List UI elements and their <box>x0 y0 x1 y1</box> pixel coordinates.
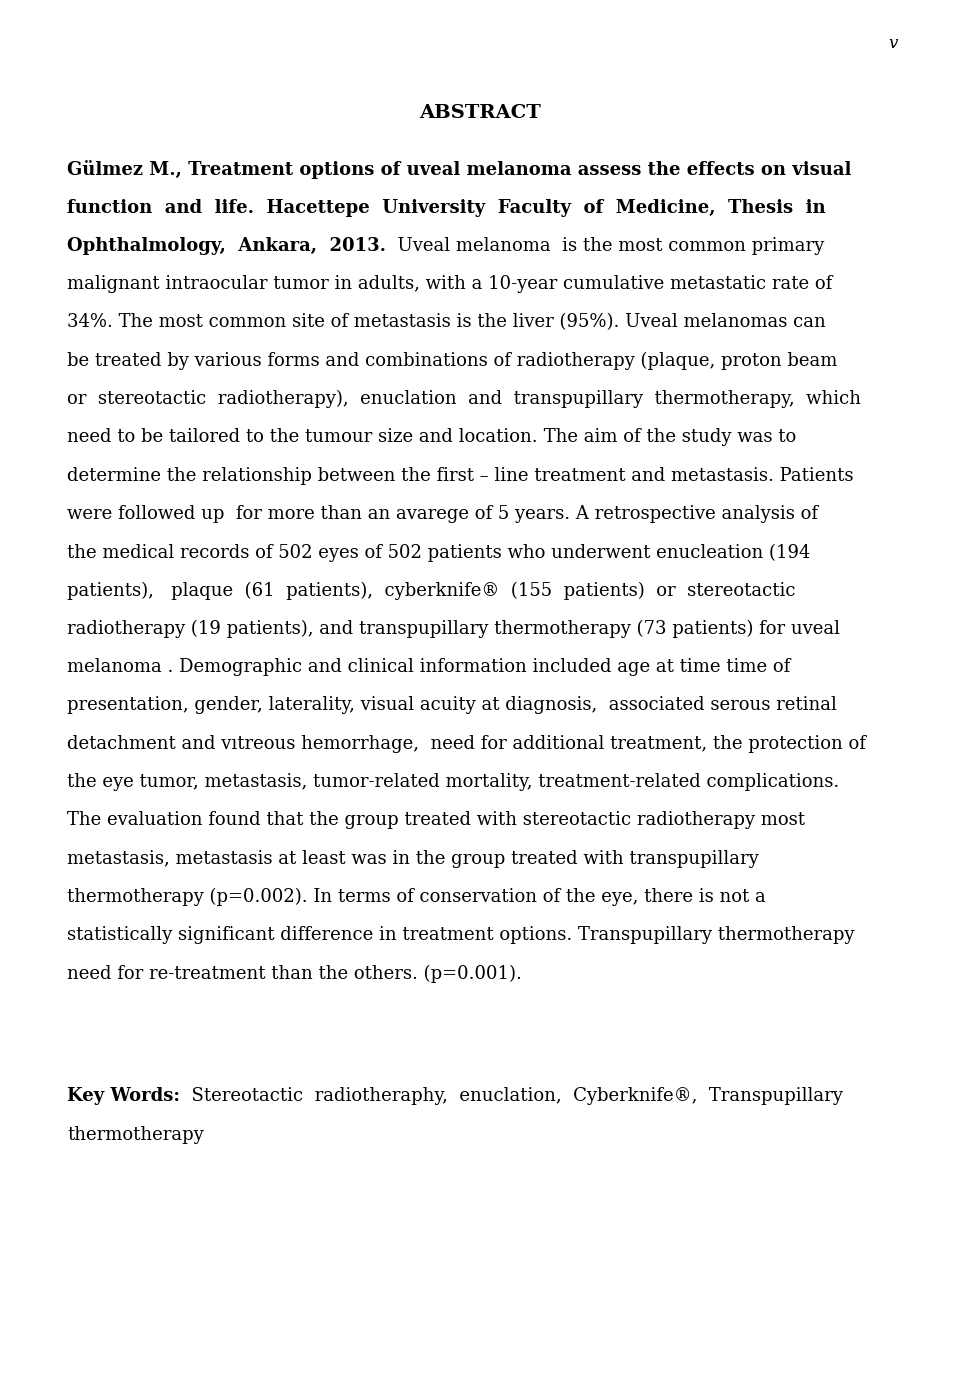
Text: statistically significant difference in treatment options. Transpupillary thermo: statistically significant difference in … <box>67 926 854 944</box>
Text: or  stereotactic  radiotherapy),  enuclation  and  transpupillary  thermotherapy: or stereotactic radiotherapy), enuclatio… <box>67 390 861 408</box>
Text: be treated by various forms and combinations of radiotherapy (plaque, proton bea: be treated by various forms and combinat… <box>67 351 837 371</box>
Text: 34%. The most common site of metastasis is the liver (95%). Uveal melanomas can: 34%. The most common site of metastasis … <box>67 313 826 332</box>
Text: radiotherapy (19 patients), and transpupillary thermotherapy (73 patients) for u: radiotherapy (19 patients), and transpup… <box>67 620 840 638</box>
Text: Gülmez M., Treatment options of uveal melanoma assess the effects on visual: Gülmez M., Treatment options of uveal me… <box>67 160 852 180</box>
Text: need to be tailored to the tumour size and location.: need to be tailored to the tumour size a… <box>67 429 538 446</box>
Text: The evaluation found that the group treated with stereotactic radiotherapy most: The evaluation found that the group trea… <box>67 811 805 829</box>
Text: patients),   plaque  (61  patients),  cyberknife®  (155  patients)  or  stereota: patients), plaque (61 patients), cyberkn… <box>67 582 796 600</box>
Text: presentation, gender, laterality, visual acuity at diagnosis,  associated serous: presentation, gender, laterality, visual… <box>67 696 837 715</box>
Text: Hacettepe  University  Faculty  of  Medicine,  Thesis  in: Hacettepe University Faculty of Medicine… <box>254 198 826 216</box>
Text: Ophthalmology,  Ankara,  2013.: Ophthalmology, Ankara, 2013. <box>67 237 386 255</box>
Text: malignant intraocular tumor in adults, with a 10-year cumulative metastatic rate: malignant intraocular tumor in adults, w… <box>67 276 832 293</box>
Text: detachment and vıtreous hemorrhage,  need for additional treatment, the protecti: detachment and vıtreous hemorrhage, need… <box>67 736 866 752</box>
Text: thermotherapy (p=0.002). In terms of conservation of the eye, there is not a: thermotherapy (p=0.002). In terms of con… <box>67 889 766 907</box>
Text: the medical records of 502 eyes of 502 patients who underwent enucleation (194: the medical records of 502 eyes of 502 p… <box>67 543 810 561</box>
Text: were followed up  for more than an avarege of 5 years. A retrospective analysis : were followed up for more than an avareg… <box>67 506 818 522</box>
Text: v: v <box>888 35 898 52</box>
Text: the eye tumor, metastasis, tumor-related mortality, treatment-related complicati: the eye tumor, metastasis, tumor-related… <box>67 773 839 791</box>
Text: The aim of the study was to: The aim of the study was to <box>538 429 796 446</box>
Text: need for re-treatment than the others. (p=0.001).: need for re-treatment than the others. (… <box>67 964 522 983</box>
Text: ABSTRACT: ABSTRACT <box>420 104 540 123</box>
Text: metastasis, metastasis at least was in the group treated with transpupillary: metastasis, metastasis at least was in t… <box>67 850 759 868</box>
Text: melanoma . Demographic and clinical information included age at time time of: melanoma . Demographic and clinical info… <box>67 657 790 676</box>
Text: thermotherapy: thermotherapy <box>67 1126 204 1144</box>
Text: Stereotactic  radiotheraphy,  enuclation,  Cyberknife®,  Transpupillary: Stereotactic radiotheraphy, enuclation, … <box>180 1087 843 1105</box>
Text: determine the relationship between the first – line treatment and metastasis. Pa: determine the relationship between the f… <box>67 467 853 485</box>
Text: Key Words:: Key Words: <box>67 1087 180 1105</box>
Text: function  and  life.: function and life. <box>67 198 254 216</box>
Text: Uveal melanoma  is the most common primary: Uveal melanoma is the most common primar… <box>386 237 825 255</box>
